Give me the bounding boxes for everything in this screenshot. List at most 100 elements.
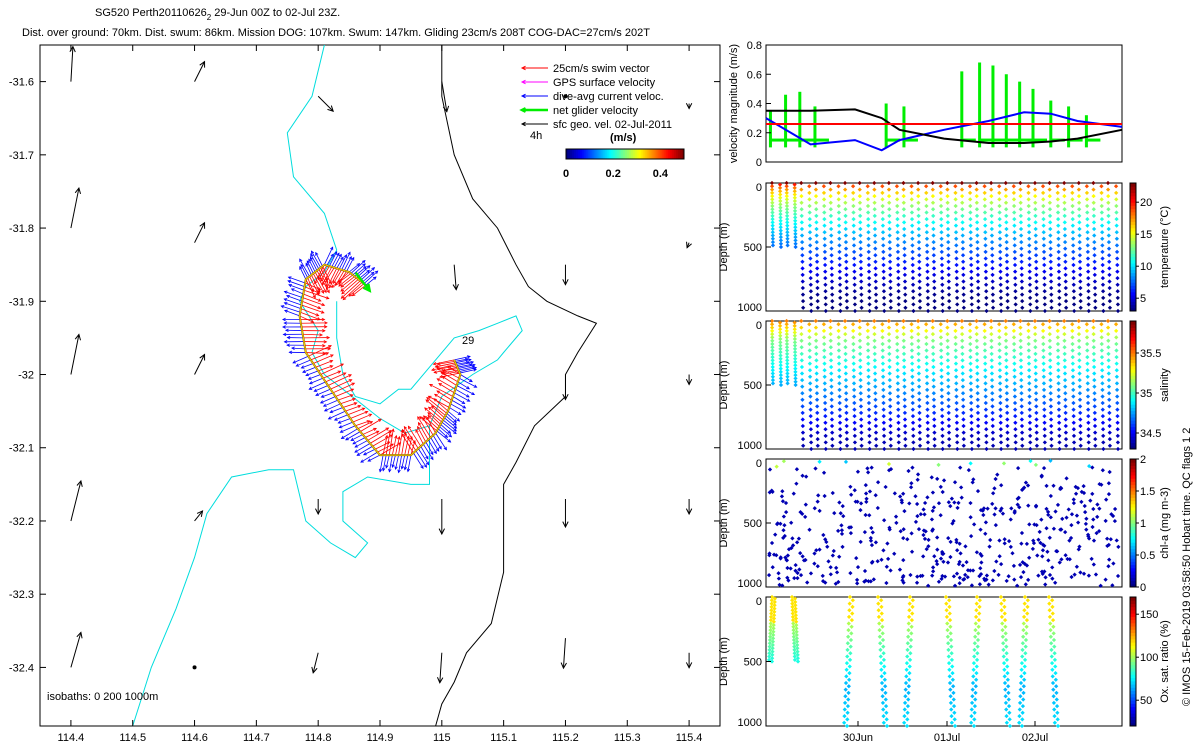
- profile-point: [866, 407, 872, 412]
- profile-point: [968, 223, 973, 228]
- dac-vector-head: [448, 433, 453, 438]
- profile-point: [931, 364, 936, 370]
- profile-point: [800, 391, 805, 396]
- chl-point: [1091, 538, 1097, 543]
- swim-vector-head: [441, 368, 446, 373]
- profile-point: [859, 279, 864, 284]
- section-colorbar-cell: [1130, 330, 1136, 335]
- dac-vector-head: [283, 340, 288, 344]
- profile-point: [1099, 184, 1104, 189]
- chl-point: [938, 556, 944, 561]
- oxygen-point: [845, 717, 850, 722]
- profile-point: [830, 443, 835, 448]
- profile-point: [998, 295, 1004, 300]
- dac-vector: [324, 403, 341, 412]
- chl-point: [952, 583, 958, 588]
- profile-point: [1004, 377, 1009, 383]
- swim-vector-head: [337, 370, 342, 374]
- profile-point: [990, 404, 995, 409]
- dac-vector-head: [305, 262, 309, 267]
- profile-point: [1048, 384, 1053, 389]
- chl-point: [909, 481, 914, 486]
- profile-point: [984, 446, 989, 452]
- profile-point: [829, 259, 834, 264]
- swim-vector-head: [430, 405, 435, 409]
- oxygen-point: [906, 697, 911, 702]
- profile-point: [982, 335, 987, 340]
- profile-point: [909, 322, 914, 327]
- profile-point: [792, 198, 798, 204]
- profile-point: [881, 400, 886, 406]
- profile-point: [808, 269, 813, 274]
- profile-point: [800, 417, 805, 422]
- oxygen-point: [1021, 697, 1026, 702]
- profile-point: [916, 384, 922, 389]
- oxygen-point: [1017, 713, 1022, 719]
- profile-point: [1115, 446, 1121, 452]
- profile-point: [925, 262, 930, 268]
- profile-point: [887, 391, 893, 396]
- profile-point: [916, 187, 921, 192]
- profile-point: [917, 292, 922, 297]
- section-colorbar-cell: [1130, 356, 1136, 360]
- chl-point: [855, 581, 860, 586]
- swim-vector: [407, 436, 413, 456]
- oxygen-point: [969, 720, 974, 725]
- chl-point: [1012, 577, 1017, 582]
- profile-point: [1055, 328, 1060, 333]
- profile-point: [1048, 371, 1053, 376]
- profile-point: [813, 325, 819, 330]
- profile-point: [843, 187, 848, 192]
- profile-point: [808, 400, 813, 406]
- oxygen-point: [768, 634, 773, 639]
- chl-point: [888, 568, 893, 573]
- profile-point: [1005, 417, 1010, 422]
- profile-point: [843, 332, 848, 337]
- profile-point: [938, 197, 944, 202]
- swim-vector: [320, 265, 330, 282]
- profile-point: [953, 322, 958, 327]
- dac-vector-head: [305, 372, 310, 377]
- profile-point: [873, 437, 879, 442]
- profile-point: [967, 328, 973, 333]
- chl-point: [820, 579, 826, 584]
- profile-point: [961, 417, 966, 422]
- profile-point: [867, 446, 872, 452]
- dac-vector: [284, 310, 300, 317]
- profile-point: [800, 246, 805, 251]
- oxygen-point: [951, 704, 957, 709]
- geo-vector: [70, 334, 80, 375]
- profile-point: [836, 184, 841, 189]
- profile-point: [1071, 427, 1076, 432]
- profile-point: [961, 272, 966, 278]
- chl-point: [828, 572, 833, 577]
- x-tick-label: 115.2: [552, 732, 579, 744]
- dac-vector-head: [466, 398, 471, 402]
- colorbar-cell: [567, 149, 571, 159]
- profile-point: [1040, 322, 1046, 327]
- section-colorbar-cell: [1130, 410, 1136, 415]
- swim-vector-head: [348, 379, 353, 383]
- profile-point: [910, 262, 915, 268]
- profile-point: [814, 226, 819, 232]
- profile-point: [1049, 423, 1054, 429]
- profile-point: [1004, 384, 1009, 389]
- oxygen-point: [909, 624, 914, 629]
- oxygen-point: [1002, 674, 1007, 679]
- swim-vector: [327, 374, 352, 386]
- oxygen-point: [881, 644, 886, 649]
- profile-point: [851, 223, 856, 228]
- profile-point: [982, 354, 988, 360]
- profile-point: [983, 223, 988, 228]
- profile-point: [880, 335, 885, 340]
- oxygen-point: [1048, 621, 1053, 626]
- chl-point: [767, 551, 772, 556]
- profile-point: [945, 207, 950, 212]
- profile-point: [953, 354, 958, 360]
- dac-vector: [352, 263, 366, 276]
- oxygen-point: [974, 670, 979, 676]
- chl-point: [1087, 463, 1092, 469]
- profile-point: [954, 262, 959, 268]
- swim-vector: [391, 435, 397, 456]
- section-colorbar-cell: [1130, 609, 1136, 614]
